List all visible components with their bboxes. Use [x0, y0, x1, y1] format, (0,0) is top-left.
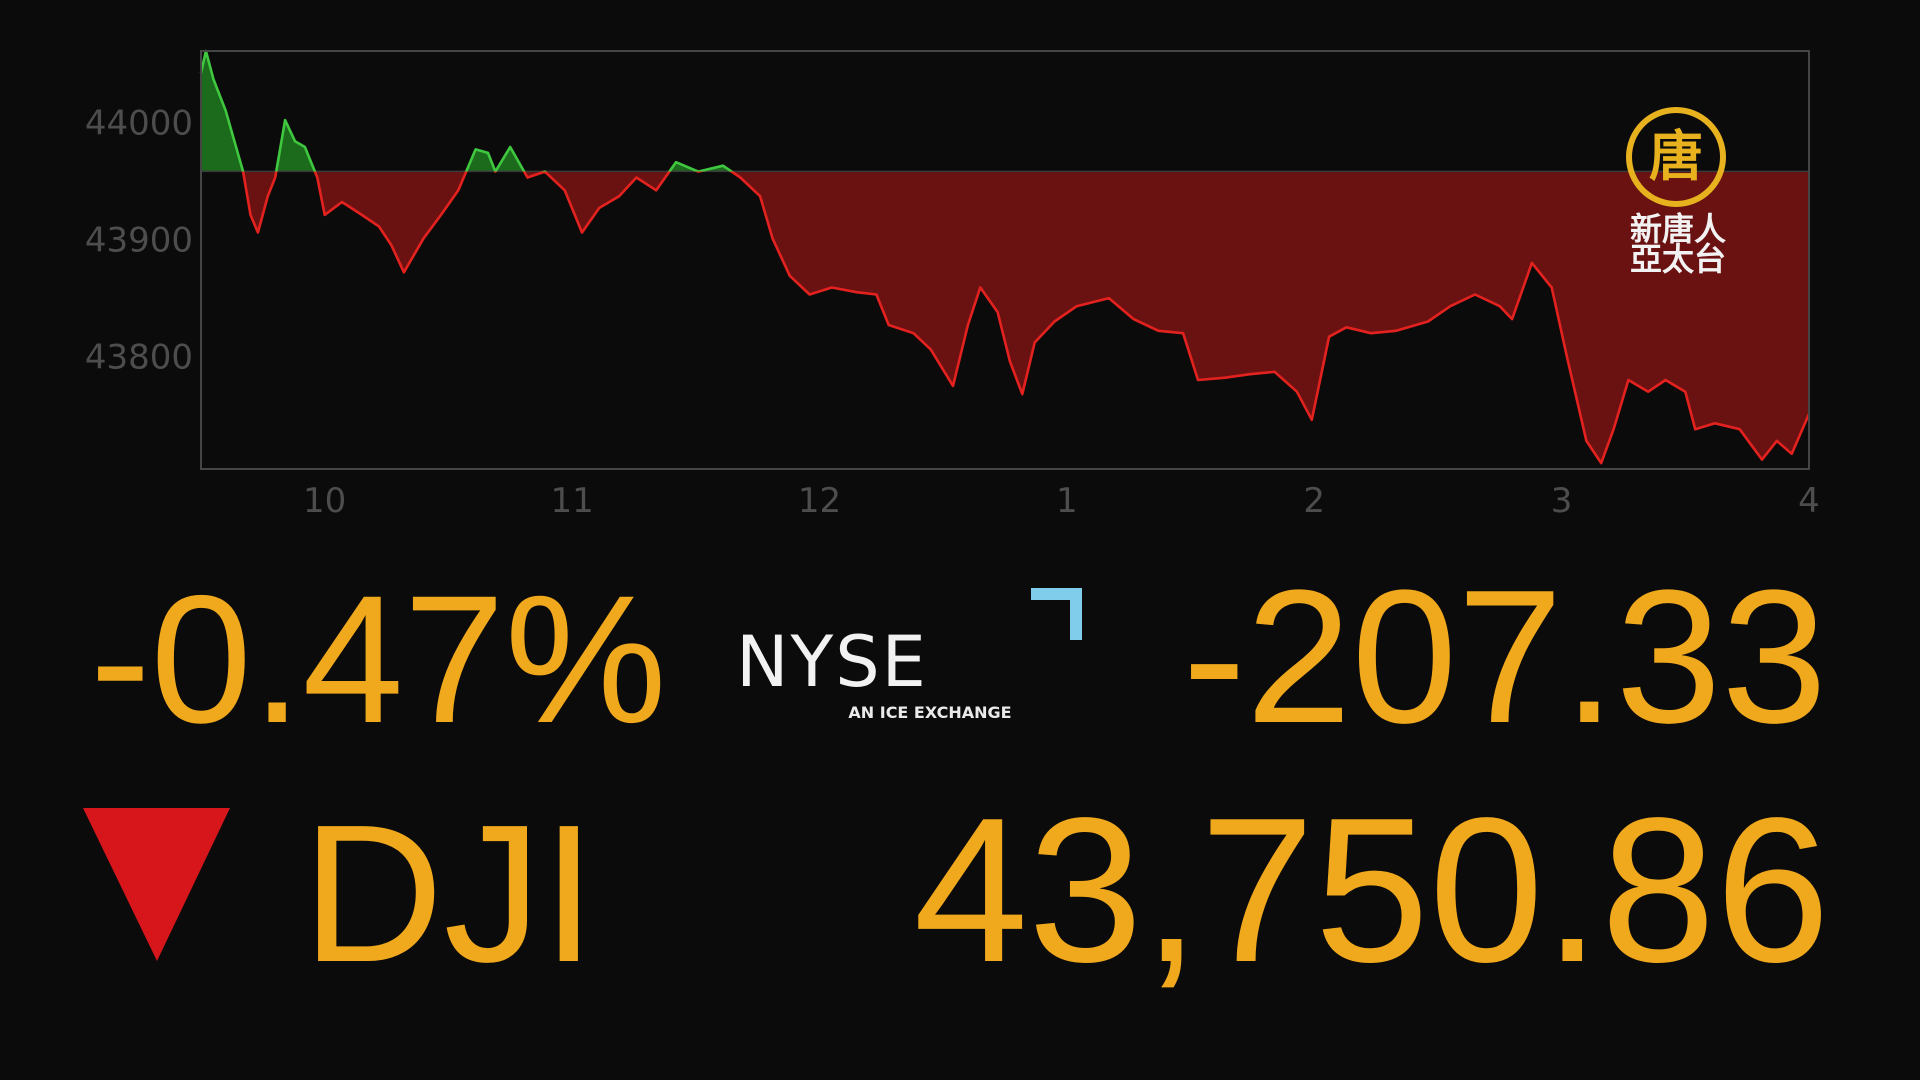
symbol: DJI [302, 784, 596, 1003]
x-tick-label: 10 [303, 481, 346, 521]
line [199, 49, 1811, 465]
price: 43,750.86 [914, 775, 1830, 1005]
broadcaster-logo: 唐 新唐人 亞太台 [1626, 107, 1726, 278]
x-tick-label: 11 [550, 481, 593, 521]
plot-frame [200, 50, 1810, 470]
x-tick-label: 12 [798, 481, 841, 521]
down-arrow [83, 808, 230, 961]
logo-line1: 新唐人 [1630, 210, 1726, 248]
change-percent: -0.47% [90, 557, 667, 761]
logo-line2: 亞太台 [1630, 240, 1726, 278]
change: -207.33 [1183, 551, 1827, 763]
exchange-bracket [1031, 588, 1082, 640]
x-tick-label: 2 [1303, 481, 1325, 521]
y-tick-label: 43900 [85, 221, 193, 261]
exchange-logo: NYSE AN ICE EXCHANGE [736, 588, 1082, 722]
exchange-tagline: AN ICE EXCHANGE [848, 703, 1011, 722]
x-tick-label: 1 [1056, 481, 1078, 521]
y-tick-label: 44000 [85, 103, 193, 143]
x-tick-label: 4 [1798, 481, 1820, 521]
area [201, 51, 1809, 464]
logo-emblem: 唐 [1649, 124, 1703, 188]
y-tick-label: 43800 [85, 338, 193, 378]
exchange-name: NYSE [736, 621, 928, 703]
logo-ring [1626, 107, 1726, 207]
x-tick-label: 3 [1551, 481, 1573, 521]
